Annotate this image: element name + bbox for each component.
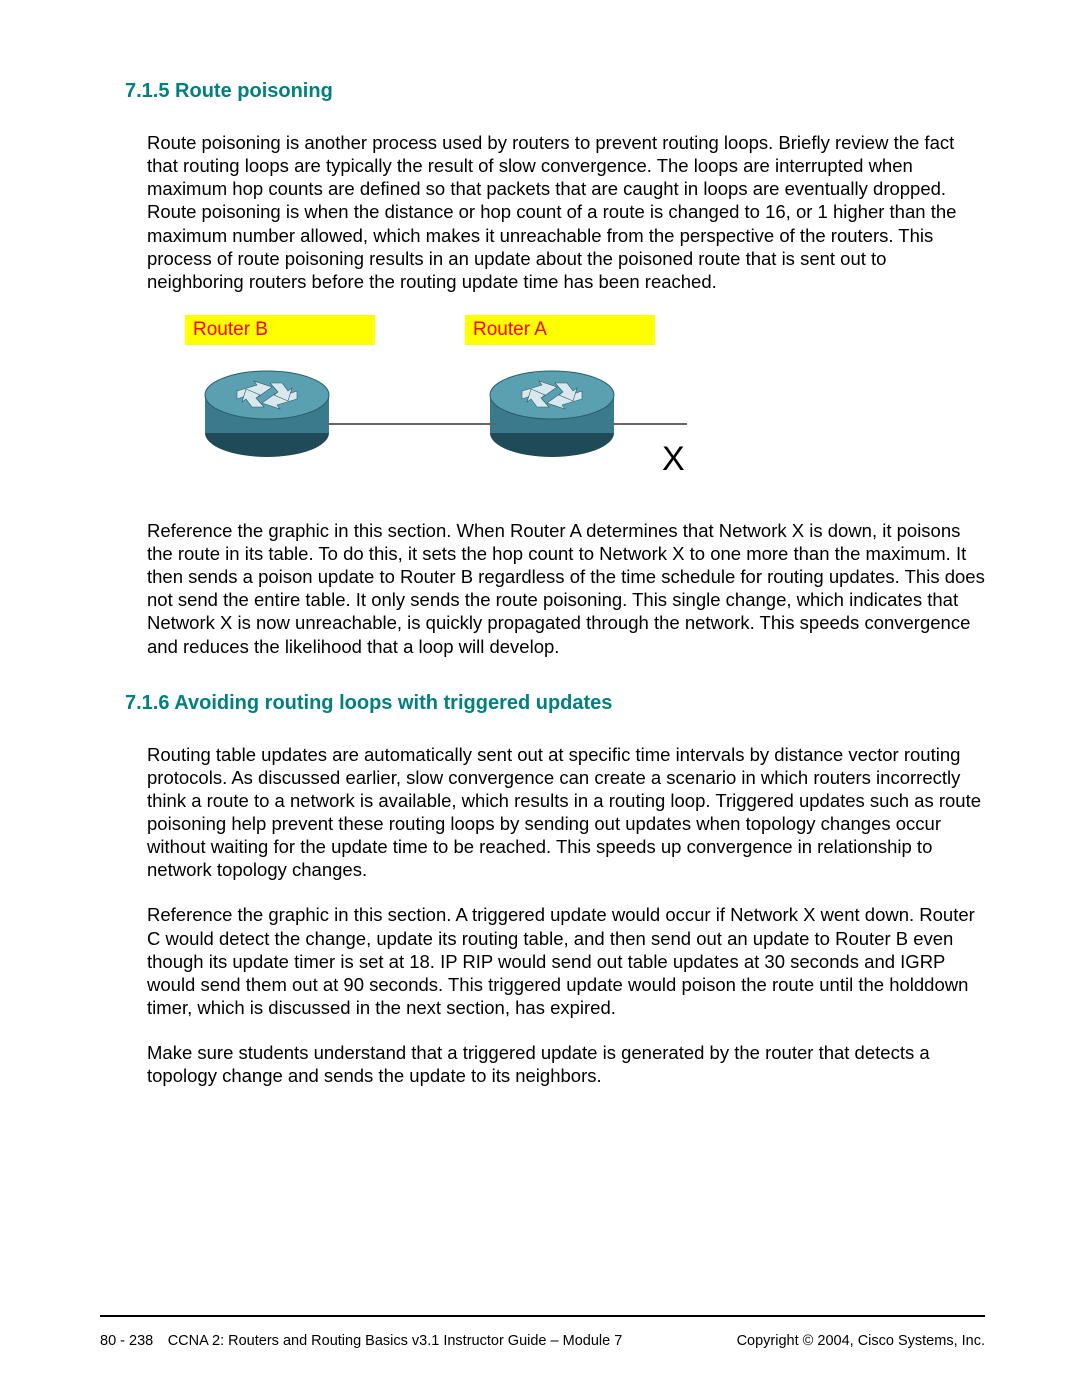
section-heading-716: 7.1.6 Avoiding routing loops with trigge… [125, 692, 985, 715]
link-b-to-a [327, 423, 497, 425]
page-footer: 80 - 238 CCNA 2: Routers and Routing Bas… [100, 1333, 985, 1349]
router-b-label: Router B [185, 315, 375, 345]
page-content: 7.1.5 Route poisoning Route poisoning is… [0, 0, 1080, 1087]
para-715-2: Reference the graphic in this section. W… [147, 519, 985, 658]
router-diagram: Router B Router A [147, 315, 707, 495]
footer-rule [100, 1315, 985, 1317]
router-b-icon [202, 355, 332, 465]
para-716-1: Routing table updates are automatically … [147, 743, 985, 882]
para-715-1: Route poisoning is another process used … [147, 131, 985, 293]
para-716-3: Make sure students understand that a tri… [147, 1041, 985, 1087]
router-a-label: Router A [465, 315, 655, 345]
footer-left: 80 - 238 CCNA 2: Routers and Routing Bas… [100, 1333, 622, 1349]
para-716-2: Reference the graphic in this section. A… [147, 903, 985, 1019]
link-a-to-x [612, 423, 687, 425]
router-a-icon [487, 355, 617, 465]
section-heading-715: 7.1.5 Route poisoning [125, 80, 985, 103]
network-x-mark: X [662, 440, 685, 479]
footer-right: Copyright © 2004, Cisco Systems, Inc. [737, 1333, 985, 1349]
